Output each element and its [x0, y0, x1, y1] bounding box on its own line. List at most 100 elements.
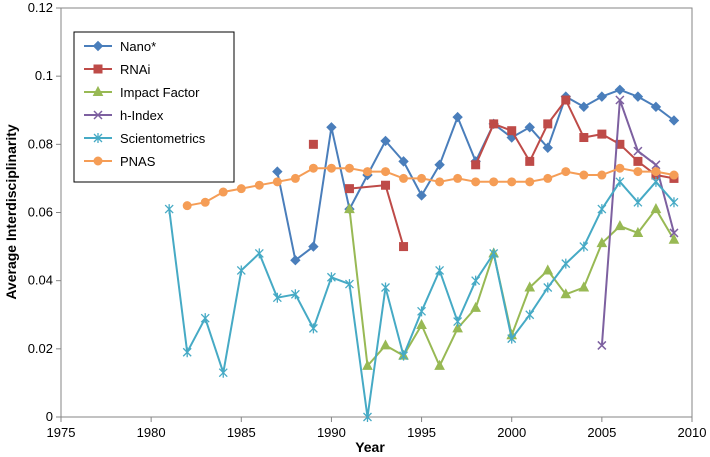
- y-tick-label: 0.06: [28, 205, 53, 220]
- data-point-impact-factor: [632, 226, 644, 237]
- data-point-pnas: [471, 177, 481, 187]
- data-point-h-index: [633, 146, 643, 156]
- data-point-scientometrics: [254, 248, 264, 259]
- data-point-pnas: [669, 170, 679, 180]
- y-tick-label: 0.12: [28, 0, 53, 15]
- x-tick-label: 1985: [227, 425, 256, 440]
- data-point-scientometrics: [218, 367, 228, 378]
- data-point-scientometrics: [579, 241, 589, 252]
- legend-swatch-marker: [93, 64, 103, 74]
- data-point-pnas: [435, 177, 445, 187]
- data-point-scientometrics: [290, 289, 300, 300]
- data-point-nano: [398, 156, 409, 167]
- data-point-pnas: [254, 180, 264, 190]
- series-nano: [272, 84, 680, 266]
- data-point-rnai: [507, 126, 517, 136]
- data-point-impact-factor: [362, 359, 373, 370]
- axes: 0 0.02 0.04 0.06 0.08 0.1 0.12 1975 1980 1985 1990…: [28, 0, 707, 440]
- data-point-scientometrics: [633, 197, 643, 208]
- data-point-scientometrics: [308, 323, 318, 334]
- data-point-pnas: [200, 197, 210, 207]
- data-point-rnai: [344, 184, 354, 194]
- data-point-rnai: [381, 180, 391, 190]
- data-point-impact-factor: [614, 220, 626, 231]
- data-point-pnas: [579, 170, 589, 180]
- series-impact-factor: [344, 203, 680, 370]
- data-point-impact-factor: [434, 359, 445, 370]
- data-point-scientometrics: [381, 282, 390, 293]
- data-point-pnas: [525, 177, 535, 187]
- data-point-pnas: [543, 173, 553, 183]
- data-point-scientometrics: [669, 197, 679, 208]
- x-tick-label: 1990: [317, 425, 346, 440]
- data-point-rnai: [489, 119, 499, 129]
- data-point-nano: [308, 241, 319, 252]
- data-point-nano: [632, 91, 644, 102]
- data-point-rnai: [579, 133, 589, 143]
- x-tick-label: 1975: [47, 425, 76, 440]
- x-tick-label: 1995: [407, 425, 436, 440]
- data-point-pnas: [399, 173, 409, 183]
- data-point-h-index: [615, 95, 625, 105]
- series-line-scientometrics: [168, 180, 675, 418]
- legend-swatch-marker: [92, 40, 104, 52]
- data-point-scientometrics: [399, 350, 409, 361]
- legend-label: Impact Factor: [120, 85, 200, 100]
- data-point-h-index: [669, 228, 679, 238]
- y-tick-label: 0.1: [35, 68, 53, 83]
- legend-swatch-marker: [92, 85, 104, 96]
- x-tick-label: 2005: [587, 425, 616, 440]
- legend-item-rnai: RNAi: [84, 62, 150, 77]
- data-point-impact-factor: [416, 318, 427, 329]
- data-point-nano: [650, 101, 662, 113]
- data-point-scientometrics: [561, 258, 571, 269]
- data-point-impact-factor: [668, 233, 680, 244]
- data-point-scientometrics: [507, 333, 517, 344]
- data-point-nano: [272, 166, 283, 177]
- data-point-scientometrics: [182, 347, 192, 358]
- data-point-scientometrics: [597, 204, 607, 215]
- data-point-impact-factor: [452, 322, 463, 333]
- data-point-pnas: [417, 173, 427, 183]
- data-point-pnas: [381, 167, 391, 177]
- data-point-scientometrics: [435, 265, 445, 276]
- data-point-pnas: [218, 187, 228, 197]
- data-point-nano: [524, 122, 535, 133]
- data-point-impact-factor: [578, 281, 590, 292]
- data-point-rnai: [308, 139, 318, 149]
- data-point-rnai: [471, 160, 481, 170]
- data-point-h-index: [597, 340, 607, 350]
- data-point-scientometrics: [236, 265, 246, 276]
- data-point-nano: [452, 111, 463, 123]
- data-point-impact-factor: [542, 264, 554, 275]
- x-tick-label: 2000: [497, 425, 526, 440]
- data-point-rnai: [525, 156, 535, 166]
- data-point-pnas: [236, 184, 246, 194]
- legend-label: RNAi: [120, 62, 150, 77]
- legend-item-pnas: PNAS: [84, 154, 156, 169]
- y-tick-label: 0.08: [28, 136, 53, 151]
- legend-item-impact-factor: Impact Factor: [84, 85, 200, 100]
- series-line-pnas: [187, 167, 675, 207]
- data-point-scientometrics: [363, 412, 372, 422]
- data-point-pnas: [615, 163, 625, 173]
- data-point-scientometrics: [417, 306, 427, 317]
- data-point-nano: [290, 255, 301, 266]
- x-axis-title: Year: [355, 439, 385, 455]
- data-point-pnas: [507, 177, 517, 187]
- data-point-nano: [614, 84, 626, 96]
- data-point-scientometrics: [489, 248, 499, 259]
- data-point-nano: [326, 122, 337, 133]
- legend-item-scientometrics: Scientometrics: [84, 131, 206, 146]
- data-point-pnas: [344, 163, 354, 173]
- y-axis-title: Average Interdisciplinarity: [3, 124, 19, 300]
- data-point-pnas: [308, 163, 318, 173]
- data-point-rnai: [633, 156, 643, 166]
- data-point-rnai: [561, 95, 571, 105]
- data-point-scientometrics: [471, 275, 481, 286]
- legend-box: [73, 31, 235, 183]
- data-point-impact-factor: [470, 301, 481, 312]
- data-point-pnas: [453, 173, 463, 183]
- data-point-scientometrics: [651, 176, 661, 187]
- data-point-scientometrics: [200, 313, 210, 324]
